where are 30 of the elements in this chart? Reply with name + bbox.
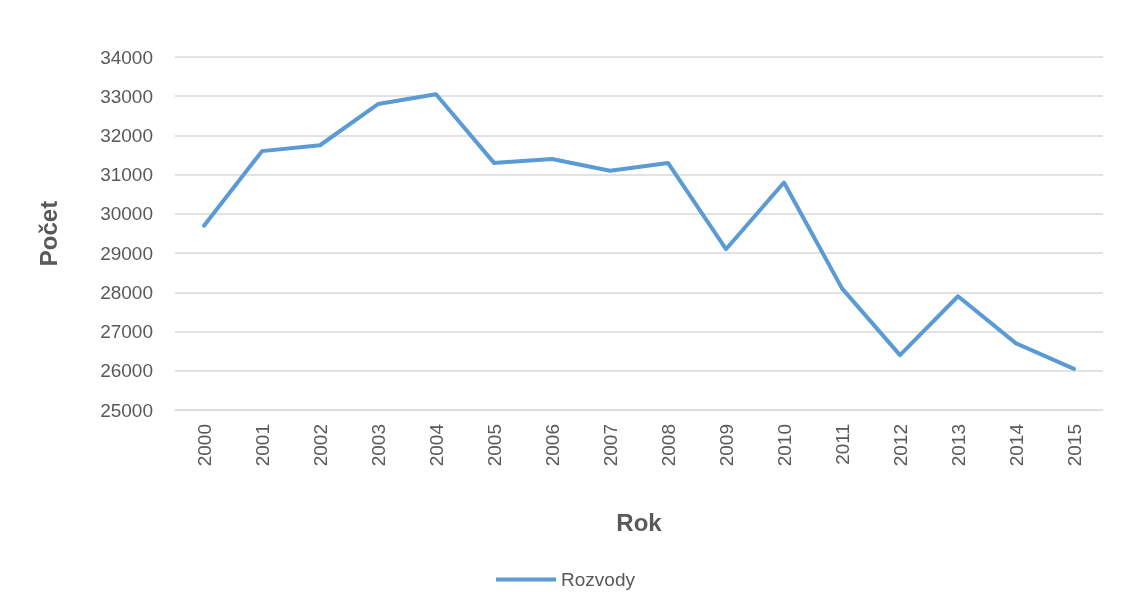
x-tick-label: 2002	[309, 424, 331, 467]
x-tick-label: 2005	[483, 424, 505, 467]
x-tick-label: 2014	[1005, 423, 1027, 467]
x-tick-label: 2004	[425, 423, 447, 467]
x-tick-label: 2011	[831, 424, 853, 465]
x-tick-label: 2006	[541, 424, 563, 467]
y-tick-label: 32000	[100, 124, 153, 146]
y-tick-label: 25000	[100, 399, 153, 421]
x-tick-label: 2012	[889, 424, 911, 467]
x-tick-label: 2010	[773, 424, 795, 467]
x-tick-label: 2007	[599, 424, 621, 467]
x-tick-label: 2009	[715, 424, 737, 467]
line-series	[202, 92, 1076, 371]
x-axis-title: Rok	[616, 508, 663, 536]
y-tick-label: 29000	[100, 242, 153, 264]
x-tick-label: 2008	[657, 424, 679, 467]
x-tick-label: 2001	[251, 424, 273, 467]
x-tick-label: 2015	[1063, 424, 1085, 467]
y-tick-label: 34000	[100, 46, 153, 68]
y-tick-label: 33000	[100, 85, 153, 107]
x-tick-label: 2013	[947, 424, 969, 467]
x-tick-label: 2003	[367, 424, 389, 467]
y-tick-label: 31000	[100, 164, 153, 186]
y-tick-label: 27000	[100, 321, 153, 343]
x-tick-label: 2000	[193, 424, 215, 467]
legend-label: Rozvody	[561, 569, 636, 590]
y-axis-title: Počet	[34, 200, 62, 267]
y-tick-label: 28000	[100, 281, 153, 303]
y-tick-label: 30000	[100, 203, 153, 225]
y-tick-label: 26000	[100, 360, 153, 382]
